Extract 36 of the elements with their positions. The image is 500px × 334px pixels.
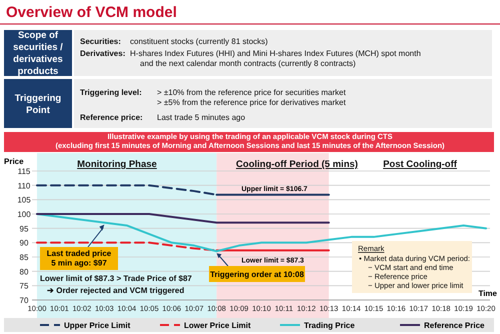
text: Monitoring Phase (77, 159, 157, 170)
legend-label: Lower Price Limit (184, 321, 252, 330)
y-tick-label: 100 (17, 210, 32, 219)
annotation: ➔ Order rejected and VCM triggered (47, 286, 184, 295)
annotation: Triggering order at 10:08 (210, 270, 304, 279)
text: > ±10% from the reference price for securities market (157, 88, 346, 97)
text: > ±5% from the reference price for derivatives market (157, 98, 346, 107)
legend-label: Upper Price Limit (64, 321, 131, 330)
y-tick-label: 95 (20, 224, 29, 234)
text: H-shares Index Futures (HHI) and Mini H-shares Index Futures (MCH) spot month and the next calendar month contracts (currently 8 contracts) (130, 49, 421, 68)
text: Post Cooling-off (383, 159, 458, 170)
x-axis-title: Time (478, 289, 498, 298)
chart-title: Overview of VCM model (6, 4, 177, 21)
y-tick-label: 110 (18, 181, 31, 190)
text: Derivatives: (80, 49, 126, 58)
y-axis-title: Price (4, 157, 24, 166)
text: Reference price: (80, 113, 143, 122)
text: Cooling-off Period (5 mins) (236, 159, 358, 170)
text: Last trade 5 minutes ago (157, 113, 246, 122)
legend-label: Trading Price (304, 321, 356, 330)
y-tick-label: 115 (18, 167, 31, 176)
y-tick-label: 70 (20, 296, 29, 305)
text: Scope of securities / derivatives products (13, 30, 64, 77)
y-tick-label: 75 (20, 282, 29, 291)
y-tick-label: 105 (17, 196, 32, 205)
legend-label: Reference Price (424, 321, 486, 330)
y-tick-label: 90 (20, 238, 29, 248)
text: Securities: (80, 37, 121, 46)
y-tick-label: 80 (20, 267, 29, 276)
annotation: Lower limit of $87.3 > Trade Price of $87 (40, 274, 192, 283)
text: constituent stocks (currently 81 stocks) (130, 37, 268, 46)
line-series (36, 213, 330, 224)
text: Triggering level: (80, 88, 142, 97)
text: Triggering Point (14, 93, 62, 116)
y-tick-label: 85 (20, 253, 29, 262)
annotation: Last traded price 5 min ago: $97 (46, 249, 112, 268)
